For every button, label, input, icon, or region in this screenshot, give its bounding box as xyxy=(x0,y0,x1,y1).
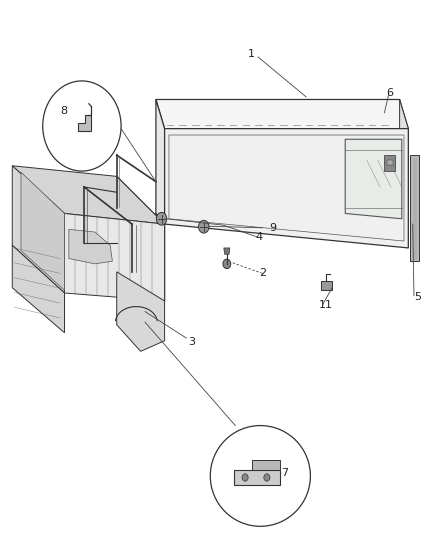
Text: 6: 6 xyxy=(387,87,393,98)
Polygon shape xyxy=(78,115,91,131)
Circle shape xyxy=(198,220,209,233)
Circle shape xyxy=(242,474,248,481)
Polygon shape xyxy=(117,272,165,351)
Polygon shape xyxy=(234,470,280,486)
Polygon shape xyxy=(12,245,64,333)
Text: 11: 11 xyxy=(319,300,333,310)
Ellipse shape xyxy=(210,425,311,526)
Text: 9: 9 xyxy=(269,223,276,233)
Polygon shape xyxy=(399,100,408,248)
Polygon shape xyxy=(156,100,165,224)
Polygon shape xyxy=(156,100,408,128)
Polygon shape xyxy=(385,155,395,171)
Text: 8: 8 xyxy=(60,106,67,116)
Polygon shape xyxy=(117,176,165,301)
Ellipse shape xyxy=(43,81,121,171)
Polygon shape xyxy=(21,172,64,290)
Polygon shape xyxy=(12,166,64,293)
Polygon shape xyxy=(387,160,393,165)
Circle shape xyxy=(223,259,231,269)
Circle shape xyxy=(156,213,167,225)
Text: 4: 4 xyxy=(256,232,263,243)
Circle shape xyxy=(264,474,270,481)
Text: 1: 1 xyxy=(248,50,255,59)
Text: 5: 5 xyxy=(414,292,421,302)
Text: 2: 2 xyxy=(259,269,266,278)
Polygon shape xyxy=(169,135,404,241)
Polygon shape xyxy=(345,139,402,219)
Polygon shape xyxy=(12,166,165,224)
Polygon shape xyxy=(224,248,230,254)
Polygon shape xyxy=(410,155,419,261)
Polygon shape xyxy=(64,214,165,301)
Polygon shape xyxy=(252,460,280,470)
Text: 3: 3 xyxy=(188,337,195,347)
Polygon shape xyxy=(69,229,113,264)
Polygon shape xyxy=(165,128,408,248)
Text: 7: 7 xyxy=(282,469,289,478)
Polygon shape xyxy=(321,281,332,290)
